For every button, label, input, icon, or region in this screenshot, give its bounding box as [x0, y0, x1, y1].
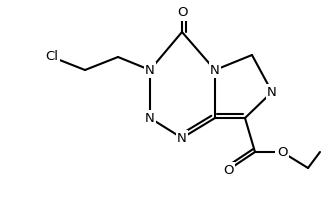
Text: O: O [277, 145, 287, 159]
Text: N: N [145, 111, 155, 124]
Text: Cl: Cl [45, 51, 59, 64]
Text: O: O [177, 7, 187, 19]
Text: N: N [267, 85, 277, 99]
Text: O: O [223, 164, 233, 177]
Text: N: N [177, 131, 187, 145]
Text: N: N [210, 64, 220, 76]
Text: N: N [145, 64, 155, 76]
